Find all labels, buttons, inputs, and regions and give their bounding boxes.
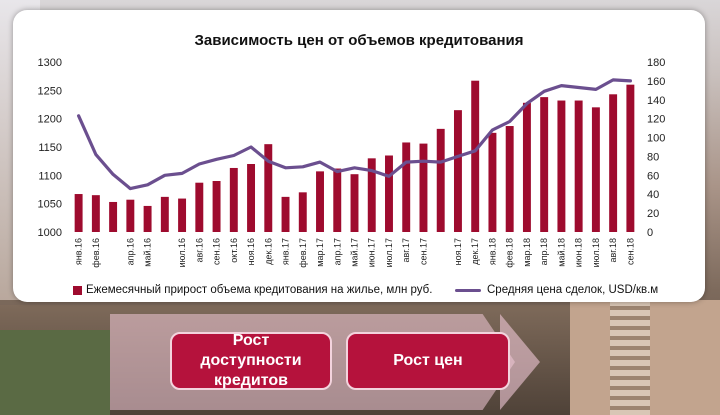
x-tick-label: янв.18	[487, 238, 497, 265]
bar	[557, 100, 566, 233]
bar	[74, 194, 83, 232]
x-tick-label: янв.16	[74, 238, 84, 265]
bar	[298, 192, 307, 232]
y-left-tick-label: 1250	[38, 85, 62, 97]
x-tick-label: июл.17	[384, 238, 394, 267]
bar	[333, 168, 342, 232]
legend-label-bars: Ежемесячный прирост объема кредитования …	[86, 284, 433, 296]
y-right-tick-label: 180	[647, 57, 665, 69]
x-tick-label: мар.17	[315, 238, 325, 267]
x-tick-label: май.17	[350, 238, 360, 267]
y-left-tick-label: 1050	[38, 199, 62, 211]
bar	[402, 142, 411, 232]
bar	[471, 80, 480, 232]
bar	[229, 167, 238, 232]
legend-line-swatch	[455, 288, 481, 292]
bar	[109, 201, 118, 232]
x-tick-label: сен.18	[625, 238, 635, 265]
x-tick-label: сен.17	[418, 238, 428, 265]
pill-credit-availability: Рост доступности кредитов	[170, 332, 332, 390]
x-tick-label: апр.18	[539, 238, 549, 265]
y-right-tick-label: 140	[647, 95, 665, 107]
x-tick-label: сен.16	[212, 238, 222, 265]
bar	[143, 205, 152, 232]
bar	[316, 171, 324, 232]
y-right-tick-label: 60	[647, 170, 659, 182]
bar	[195, 182, 204, 232]
bar	[281, 196, 290, 232]
x-tick-label: фев.17	[298, 238, 308, 268]
bar	[385, 155, 393, 232]
chart-card: Зависимость цен от объемов кредитования …	[13, 10, 705, 302]
x-tick-label: дек.16	[263, 238, 273, 265]
x-tick-label: окт.16	[229, 238, 239, 263]
x-tick-label: апр.16	[125, 238, 135, 265]
bar	[436, 128, 445, 232]
bar	[350, 174, 359, 232]
bar	[212, 181, 221, 232]
x-tick-label: июл.18	[591, 238, 601, 267]
x-tick-label: фев.18	[505, 238, 515, 268]
legend: Ежемесячный прирост объема кредитования …	[73, 284, 693, 300]
x-tick-label: июл.16	[177, 238, 187, 267]
bar	[591, 107, 600, 232]
bar	[160, 196, 169, 232]
chart-plot: 1000 1050 1100 1150 1200 1250 1300 0 20 40 60 80 100…	[38, 57, 666, 268]
y-left-tick-label: 1150	[38, 142, 62, 154]
bar	[522, 102, 531, 232]
x-tick-label: дек.17	[470, 238, 480, 265]
bar	[540, 97, 549, 232]
legend-label-line: Средняя цена сделок, USD/кв.м	[487, 284, 659, 296]
x-tick-label: авг.16	[194, 238, 204, 262]
y-left-tick-label: 1100	[38, 170, 62, 182]
bar	[419, 143, 428, 232]
bar	[178, 198, 187, 232]
x-tick-label: авг.18	[608, 238, 618, 262]
chart-title: Зависимость цен от объемов кредитования	[194, 32, 524, 49]
bar	[126, 199, 135, 232]
bar	[264, 144, 273, 232]
bar	[367, 158, 376, 232]
x-tick-label: май.18	[556, 238, 566, 267]
x-tick-label: мар.18	[522, 238, 532, 267]
legend-item-line: Средняя цена сделок, USD/кв.м	[455, 284, 658, 296]
x-tick-label: июн.17	[367, 238, 377, 267]
y-right-tick-label: 160	[647, 76, 665, 88]
y-right-tick-label: 0	[647, 227, 653, 239]
legend-bar-swatch	[73, 285, 82, 295]
bar	[609, 94, 618, 232]
pill-price-growth: Рост цен	[346, 332, 510, 390]
y-left-tick-label: 1200	[38, 114, 62, 126]
bar	[574, 100, 583, 233]
bar	[247, 164, 256, 232]
y-left-tick-label: 1000	[38, 227, 62, 239]
legend-item-bars: Ежемесячный прирост объема кредитования …	[73, 284, 432, 296]
x-tick-label: фев.16	[91, 238, 101, 268]
bar	[91, 195, 100, 232]
x-tick-label: май.16	[143, 238, 153, 267]
price-line	[76, 78, 633, 191]
x-tick-label: авг.17	[401, 238, 411, 262]
y-right-tick-label: 20	[647, 208, 659, 220]
bar	[505, 126, 514, 232]
bar	[488, 132, 497, 232]
y-right-tick-label: 80	[647, 151, 659, 163]
y-right-tick-label: 120	[647, 114, 665, 126]
y-left-tick-label: 1300	[38, 57, 62, 69]
x-tick-label: янв.17	[281, 238, 291, 265]
x-tick-label: июн.18	[574, 238, 584, 267]
bar	[453, 110, 462, 232]
x-tick-label: апр.17	[332, 238, 342, 265]
y-right-tick-label: 40	[647, 189, 659, 201]
y-right-tick-label: 100	[647, 133, 665, 145]
x-tick-label: ноя.17	[453, 238, 463, 265]
bar	[626, 84, 635, 233]
x-tick-label: ноя.16	[246, 238, 256, 265]
